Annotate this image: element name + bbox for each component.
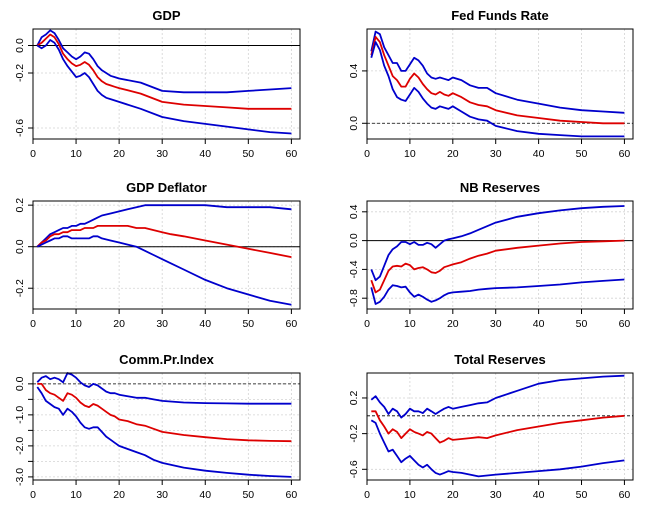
series-line-median bbox=[371, 410, 625, 444]
y-tick-label: 0.0 bbox=[14, 239, 26, 254]
y-tick-label: 0.0 bbox=[348, 116, 360, 131]
series-line-lower bbox=[370, 419, 625, 478]
series-line-upper bbox=[36, 204, 292, 248]
series-line-upper bbox=[36, 372, 292, 405]
x-tick-label: 20 bbox=[447, 148, 459, 160]
series-line-median bbox=[370, 36, 625, 125]
panel-2: Fed Funds Rate 0 10 20 30 40 50 60 0.0 0.4 bbox=[348, 8, 634, 160]
x-tick-label: 0 bbox=[364, 489, 370, 501]
x-tick-label: 10 bbox=[404, 318, 416, 330]
x-tick-label: 40 bbox=[199, 489, 211, 501]
axes-frame bbox=[366, 200, 634, 310]
x-tick-label: 60 bbox=[286, 318, 298, 330]
y-tick-label: 0.4 bbox=[348, 63, 360, 78]
y-tick-label: 0.2 bbox=[14, 198, 26, 213]
y-tick-label: -0.6 bbox=[348, 460, 360, 478]
panel-title: Fed Funds Rate bbox=[451, 8, 549, 23]
x-tick-label: 0 bbox=[30, 489, 36, 501]
x-tick-label: 40 bbox=[199, 318, 211, 330]
x-tick-label: 40 bbox=[199, 148, 211, 160]
panel-4: NB Reserves 0 10 20 30 40 50 60 0.4 0.0 -0.4 -0.8 bbox=[348, 180, 634, 330]
x-tick-label: 20 bbox=[113, 318, 125, 330]
x-tick-label: 0 bbox=[364, 318, 370, 330]
x-tick-label: 10 bbox=[70, 318, 82, 330]
y-tick-label: -0.8 bbox=[348, 289, 360, 307]
x-tick-label: 30 bbox=[490, 489, 502, 501]
axes-frame bbox=[366, 372, 634, 481]
x-tick-label: 60 bbox=[619, 318, 631, 330]
series-line-upper bbox=[370, 374, 625, 419]
y-tick-label: 0.2 bbox=[348, 391, 360, 406]
x-tick-label: 50 bbox=[242, 148, 254, 160]
panel-1: GDP 0 10 20 30 40 50 60 0.0 -0.2 -0.6 bbox=[14, 8, 301, 160]
x-tick-label: 20 bbox=[447, 489, 459, 501]
series-line-lower bbox=[36, 39, 292, 135]
y-tick-label: 0.4 bbox=[348, 204, 360, 219]
x-tick-label: 50 bbox=[576, 318, 588, 330]
y-tick-label: -0.6 bbox=[14, 119, 26, 137]
y-tick-label: 0.0 bbox=[14, 376, 26, 391]
series-line-upper bbox=[370, 30, 625, 114]
axes-frame bbox=[32, 28, 301, 140]
y-tick-label: -0.4 bbox=[348, 260, 360, 278]
x-tick-label: 60 bbox=[619, 489, 631, 501]
x-tick-label: 60 bbox=[286, 489, 298, 501]
y-tick-label: -3.0 bbox=[14, 468, 26, 486]
y-tick-label: -0.2 bbox=[14, 279, 26, 297]
x-tick-label: 50 bbox=[576, 489, 588, 501]
series-line-lower bbox=[36, 386, 292, 478]
panel-title: Total Reserves bbox=[454, 352, 546, 367]
x-tick-label: 0 bbox=[364, 148, 370, 160]
x-tick-label: 50 bbox=[576, 148, 588, 160]
panel-title: GDP bbox=[152, 8, 181, 23]
series-line-median bbox=[36, 224, 292, 258]
x-tick-label: 40 bbox=[533, 318, 545, 330]
series-line-median bbox=[37, 382, 292, 443]
x-tick-label: 30 bbox=[490, 318, 502, 330]
x-tick-label: 60 bbox=[286, 148, 298, 160]
x-tick-label: 30 bbox=[156, 148, 168, 160]
y-tick-label: -2.0 bbox=[14, 437, 26, 455]
axes-frame bbox=[32, 200, 301, 310]
y-tick-label: -0.2 bbox=[14, 64, 26, 82]
panel-title: Comm.Pr.Index bbox=[119, 352, 214, 367]
y-tick-label: -1.0 bbox=[14, 406, 26, 424]
x-tick-label: 20 bbox=[113, 489, 125, 501]
series-line-median bbox=[370, 239, 625, 294]
panel-6: Total Reserves 0 10 20 30 40 50 60 0.2 -0.2 -0.6 bbox=[348, 352, 634, 501]
panel-3: GDP Deflator 0 10 20 30 40 50 60 0.2 0.0 -0.2 bbox=[14, 180, 301, 330]
panel-5: Comm.Pr.Index 0 10 20 30 40 50 60 0.0 -1.0 -2.0 -3.… bbox=[14, 352, 301, 501]
x-tick-label: 20 bbox=[113, 148, 125, 160]
series-line-lower bbox=[36, 235, 292, 306]
series-line-lower bbox=[370, 41, 625, 138]
x-tick-label: 10 bbox=[70, 148, 82, 160]
x-tick-label: 30 bbox=[490, 148, 502, 160]
x-tick-label: 40 bbox=[533, 489, 545, 501]
series-line-lower bbox=[370, 278, 625, 305]
series-line-upper bbox=[370, 205, 625, 282]
x-tick-label: 30 bbox=[156, 489, 168, 501]
y-tick-label: 0.0 bbox=[14, 38, 26, 53]
series-line-median bbox=[36, 33, 292, 110]
series-line-upper bbox=[36, 29, 292, 94]
x-tick-label: 60 bbox=[619, 148, 631, 160]
axes-frame bbox=[32, 372, 301, 481]
x-tick-label: 30 bbox=[156, 318, 168, 330]
axes-frame bbox=[366, 28, 634, 140]
x-tick-label: 50 bbox=[242, 318, 254, 330]
x-tick-label: 10 bbox=[70, 489, 82, 501]
x-tick-label: 0 bbox=[30, 148, 36, 160]
x-tick-label: 40 bbox=[533, 148, 545, 160]
x-tick-label: 10 bbox=[404, 148, 416, 160]
panel-title: NB Reserves bbox=[460, 180, 540, 195]
panel-title: GDP Deflator bbox=[126, 180, 207, 195]
y-tick-label: 0.0 bbox=[348, 233, 360, 248]
x-tick-label: 20 bbox=[447, 318, 459, 330]
y-tick-label: -0.2 bbox=[348, 424, 360, 442]
x-tick-label: 50 bbox=[242, 489, 254, 501]
x-tick-label: 0 bbox=[30, 318, 36, 330]
x-tick-label: 10 bbox=[404, 489, 416, 501]
